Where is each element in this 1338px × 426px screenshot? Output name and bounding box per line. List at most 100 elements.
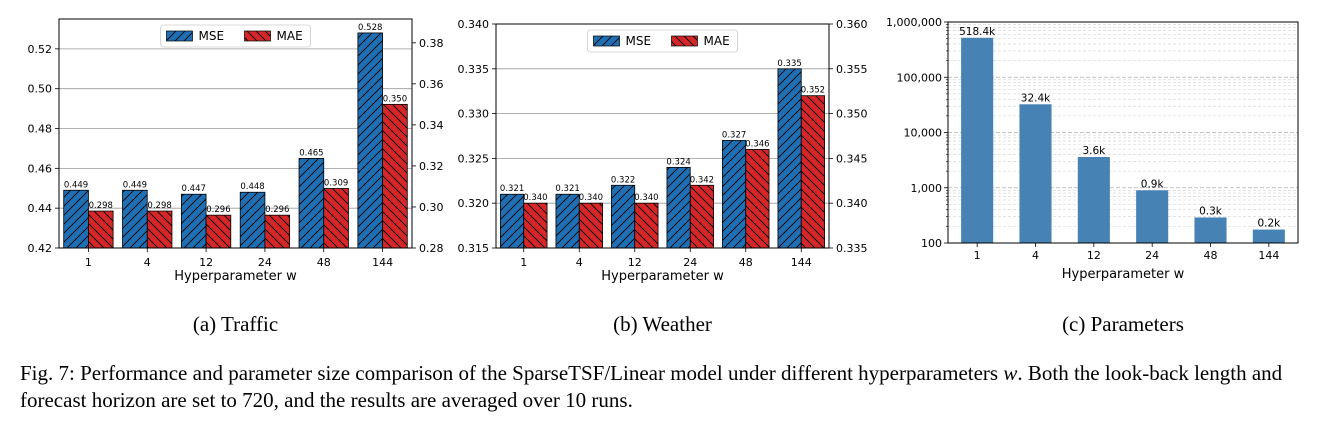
- weather-ytick-left-label: 0.340: [458, 18, 490, 31]
- params-ytick-label: 100,000: [897, 71, 943, 84]
- params-ytick-label: 1,000: [911, 182, 943, 195]
- traffic-ytick-left-label: 0.52: [28, 43, 53, 56]
- params-xtick-label: 12: [1087, 249, 1101, 262]
- params-bar-label: 0.2k: [1257, 218, 1281, 230]
- traffic-bar-mae-hatch: [382, 104, 408, 249]
- params-bar-label: 518.4k: [959, 26, 996, 38]
- params-xtick-label: 24: [1145, 249, 1159, 262]
- weather-label-mae: 0.340: [579, 193, 603, 203]
- weather-ytick-left-label: 0.330: [458, 108, 490, 121]
- traffic-ytick-left-label: 0.44: [28, 202, 53, 215]
- traffic-chart: 0.42 0.44 0.46 0.48 0.50 0.52 0.28 0.30 0.32 0.34…: [28, 18, 444, 336]
- weather-ytick-right-label: 0.335: [836, 242, 868, 255]
- traffic-label-mse: 0.448: [240, 182, 264, 192]
- weather-legend-label-mae: MAE: [704, 34, 730, 48]
- params-bar: [1077, 157, 1110, 243]
- traffic-xtick-label: 4: [144, 256, 151, 269]
- params-bar: [1194, 217, 1227, 243]
- weather-ytick-right-label: 0.345: [836, 152, 868, 165]
- figure-caption: Fig. 7: Performance and parameter size c…: [20, 361, 1283, 412]
- weather-label-mae: 0.340: [523, 193, 547, 203]
- params-xlabel: Hyperparameter w: [1062, 267, 1185, 282]
- traffic-bar-mse-hatch: [299, 158, 324, 248]
- weather-bar-mse-hatch: [722, 140, 746, 248]
- traffic-label-mse: 0.465: [299, 148, 323, 158]
- params-bar-label: 0.3k: [1199, 205, 1223, 217]
- params-xtick-label: 4: [1032, 249, 1039, 262]
- params-ytick-label: 10,000: [904, 127, 943, 140]
- traffic-xtick-label: 48: [317, 256, 331, 269]
- weather-bar-mae-hatch: [579, 203, 603, 248]
- weather-bar-mse-hatch: [500, 194, 524, 248]
- traffic-bar-mae-hatch: [88, 211, 114, 248]
- traffic-label-mae: 0.298: [147, 201, 171, 211]
- params-bar: [961, 37, 994, 244]
- traffic-ytick-right-label: 0.36: [419, 78, 444, 91]
- params-bar-label: 3.6k: [1082, 145, 1106, 157]
- figure: 0.42 0.44 0.46 0.48 0.50 0.52 0.28 0.30 0.32 0.34…: [28, 16, 1299, 336]
- traffic-label-mse: 0.449: [64, 180, 88, 190]
- traffic-bar-mse-hatch: [122, 190, 148, 248]
- weather-ytick-right-label: 0.360: [836, 18, 868, 31]
- traffic-ytick-left-label: 0.50: [28, 83, 53, 96]
- weather-bar-mse-hatch: [555, 194, 580, 248]
- traffic-label-mae: 0.296: [265, 205, 289, 215]
- traffic-xtick-label: 1: [85, 256, 92, 269]
- params-xtick-label: 1: [974, 249, 981, 262]
- params-bar-label: 32.4k: [1021, 92, 1051, 104]
- weather-legend-label-mse: MSE: [626, 34, 652, 48]
- traffic-ytick-right-label: 0.34: [419, 119, 444, 132]
- traffic-bar-mae-hatch: [323, 188, 349, 248]
- weather-ytick-left-label: 0.315: [458, 242, 490, 255]
- traffic-legend-box: [160, 24, 311, 48]
- weather-bar-mse-hatch: [666, 167, 691, 248]
- traffic-bar-mae-hatch: [147, 211, 172, 248]
- params-xtick-label: 144: [1258, 249, 1279, 262]
- traffic-axes-frame: [58, 18, 413, 249]
- caption-variable: w: [1003, 361, 1018, 385]
- traffic-legend-swatch-hatch: [244, 31, 271, 41]
- weather-legend: MSE MAE: [587, 29, 738, 53]
- weather-bar-mae-hatch: [745, 149, 770, 248]
- weather-xtick-label: 1: [520, 256, 527, 269]
- params-ytick-label: 100: [921, 237, 942, 250]
- parameters-chart: 100 1,000 10,000 100,000 1,000,000 518.4k 1 32.…: [886, 16, 1299, 336]
- traffic-bar-mae-hatch: [264, 215, 290, 248]
- weather-xlabel: Hyperparameter w: [601, 269, 724, 284]
- weather-label-mae: 0.342: [690, 175, 714, 185]
- params-bar: [1136, 190, 1169, 243]
- weather-label-mae: 0.346: [745, 139, 769, 149]
- weather-label-mae: 0.352: [801, 86, 825, 96]
- weather-bar-mse-hatch: [611, 185, 635, 248]
- weather-ytick-right-label: 0.340: [836, 197, 868, 210]
- weather-axes-frame: [495, 23, 830, 249]
- weather-bar-mae-hatch: [523, 203, 548, 248]
- weather-ytick-left-label: 0.320: [458, 197, 490, 210]
- weather-ytick-left-label: 0.335: [458, 63, 490, 76]
- weather-subcaption: (b) Weather: [613, 312, 712, 336]
- params-bar-label: 0.9k: [1141, 178, 1165, 190]
- traffic-label-mae: 0.296: [206, 205, 230, 215]
- weather-label-mae: 0.340: [634, 193, 658, 203]
- params-ytick-label: 1,000,000: [886, 16, 942, 29]
- weather-label-mse: 0.327: [722, 130, 746, 140]
- weather-label-mse: 0.335: [777, 59, 801, 69]
- traffic-ytick-left-label: 0.46: [28, 162, 53, 175]
- traffic-xlabel: Hyperparameter w: [174, 269, 297, 284]
- weather-bar-mae-hatch: [634, 203, 659, 248]
- traffic-ytick-right-label: 0.28: [419, 242, 444, 255]
- traffic-label-mae: 0.309: [324, 178, 348, 188]
- weather-label-mse: 0.321: [500, 184, 524, 194]
- traffic-xtick-label: 24: [258, 256, 272, 269]
- traffic-xtick-label: 12: [199, 256, 213, 269]
- weather-xtick-label: 4: [576, 256, 583, 269]
- traffic-label-mae: 0.298: [89, 201, 113, 211]
- weather-bar-mae-hatch: [801, 95, 825, 249]
- weather-ytick-right-label: 0.350: [836, 108, 868, 121]
- weather-ytick-left-label: 0.325: [458, 152, 490, 165]
- traffic-ytick-right-label: 0.38: [419, 37, 444, 50]
- weather-label-mse: 0.322: [611, 175, 635, 185]
- weather-legend-box: [587, 29, 738, 53]
- weather-ytick-right-label: 0.355: [836, 63, 868, 76]
- traffic-legend-label-mse: MSE: [199, 29, 225, 43]
